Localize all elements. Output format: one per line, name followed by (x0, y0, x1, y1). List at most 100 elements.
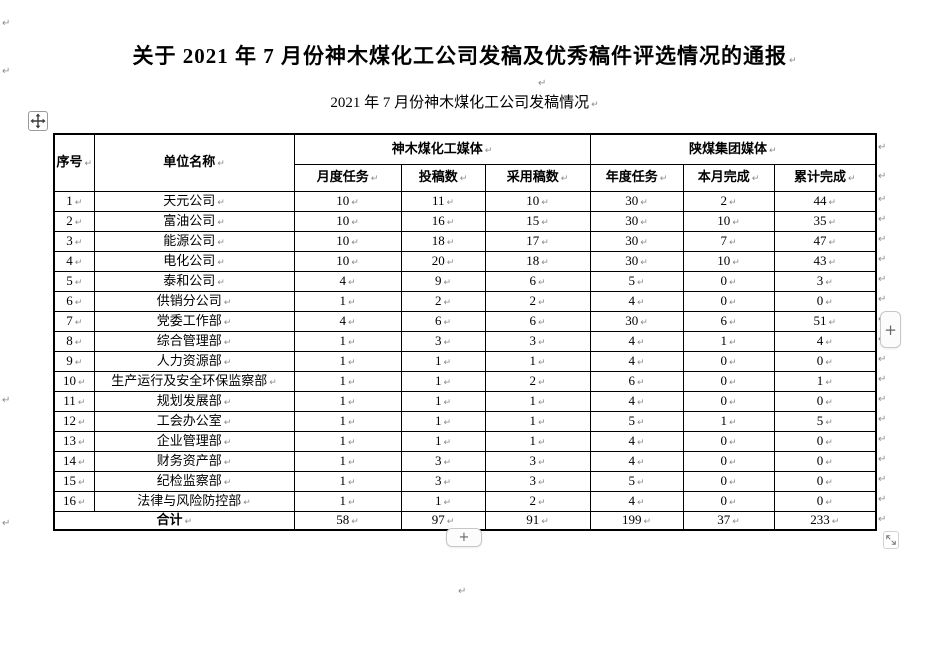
add-column-button[interactable]: + (880, 311, 901, 348)
value-cell[interactable]: 7 ↵ (682, 230, 775, 252)
value-cell[interactable]: 1 ↵ (293, 410, 402, 432)
value-cell[interactable]: 1 ↵ (484, 430, 591, 452)
value-cell[interactable]: 44 ↵ (773, 190, 877, 212)
unit-name-cell[interactable]: 规划发展部 ↵ (93, 390, 295, 412)
value-cell[interactable]: 4 ↵ (589, 490, 684, 512)
value-cell[interactable]: 6 ↵ (484, 310, 591, 332)
serial-cell[interactable]: 3 ↵ (53, 230, 95, 252)
value-cell[interactable]: 6 ↵ (589, 370, 684, 392)
serial-cell[interactable]: 11 ↵ (53, 390, 95, 412)
serial-cell[interactable]: 16 ↵ (53, 490, 95, 512)
serial-cell[interactable]: 2 ↵ (53, 210, 95, 232)
unit-name-cell[interactable]: 人力资源部 ↵ (93, 350, 295, 372)
value-cell[interactable]: 0 ↵ (682, 290, 775, 312)
serial-cell[interactable]: 7 ↵ (53, 310, 95, 332)
value-cell[interactable]: 3 ↵ (400, 330, 486, 352)
serial-cell[interactable]: 9 ↵ (53, 350, 95, 372)
serial-cell[interactable]: 4 ↵ (53, 250, 95, 272)
total-value-cell[interactable]: 199 ↵ (589, 510, 684, 531)
serial-cell[interactable]: 10 ↵ (53, 370, 95, 392)
table-move-handle-icon[interactable] (28, 111, 48, 131)
unit-name-cell[interactable]: 电化公司 ↵ (93, 250, 295, 272)
serial-cell[interactable]: 15 ↵ (53, 470, 95, 492)
unit-name-cell[interactable]: 纪检监察部 ↵ (93, 470, 295, 492)
value-cell[interactable]: 1 ↵ (682, 330, 775, 352)
header-monthly-task[interactable]: 月度任务 ↵ (293, 163, 402, 192)
value-cell[interactable]: 5 ↵ (589, 410, 684, 432)
value-cell[interactable]: 18 ↵ (400, 230, 486, 252)
value-cell[interactable]: 2 ↵ (400, 290, 486, 312)
unit-name-cell[interactable]: 综合管理部 ↵ (93, 330, 295, 352)
unit-name-cell[interactable]: 泰和公司 ↵ (93, 270, 295, 292)
value-cell[interactable]: 0 ↵ (682, 430, 775, 452)
value-cell[interactable]: 4 ↵ (773, 330, 877, 352)
value-cell[interactable]: 1 ↵ (773, 370, 877, 392)
value-cell[interactable]: 1 ↵ (293, 330, 402, 352)
value-cell[interactable]: 0 ↵ (773, 390, 877, 412)
unit-name-cell[interactable]: 党委工作部 ↵ (93, 310, 295, 332)
value-cell[interactable]: 1 ↵ (293, 350, 402, 372)
total-label-cell[interactable]: 合计 ↵ (53, 510, 295, 531)
value-cell[interactable]: 0 ↵ (682, 490, 775, 512)
value-cell[interactable]: 2 ↵ (484, 370, 591, 392)
value-cell[interactable]: 4 ↵ (589, 390, 684, 412)
value-cell[interactable]: 1 ↵ (484, 350, 591, 372)
value-cell[interactable]: 30 ↵ (589, 310, 684, 332)
value-cell[interactable]: 4 ↵ (589, 350, 684, 372)
value-cell[interactable]: 2 ↵ (484, 290, 591, 312)
value-cell[interactable]: 0 ↵ (682, 390, 775, 412)
value-cell[interactable]: 3 ↵ (484, 450, 591, 472)
value-cell[interactable]: 0 ↵ (682, 350, 775, 372)
serial-cell[interactable]: 14 ↵ (53, 450, 95, 472)
value-cell[interactable]: 4 ↵ (293, 310, 402, 332)
value-cell[interactable]: 3 ↵ (484, 470, 591, 492)
serial-cell[interactable]: 12 ↵ (53, 410, 95, 432)
unit-name-cell[interactable]: 工会办公室 ↵ (93, 410, 295, 432)
serial-cell[interactable]: 5 ↵ (53, 270, 95, 292)
value-cell[interactable]: 1 ↵ (293, 390, 402, 412)
value-cell[interactable]: 4 ↵ (293, 270, 402, 292)
value-cell[interactable]: 1 ↵ (400, 490, 486, 512)
value-cell[interactable]: 17 ↵ (484, 230, 591, 252)
value-cell[interactable]: 10 ↵ (682, 250, 775, 272)
value-cell[interactable]: 0 ↵ (682, 270, 775, 292)
value-cell[interactable]: 6 ↵ (400, 310, 486, 332)
value-cell[interactable]: 30 ↵ (589, 250, 684, 272)
value-cell[interactable]: 9 ↵ (400, 270, 486, 292)
header-unit-name[interactable]: 单位名称 ↵ (93, 133, 295, 192)
value-cell[interactable]: 15 ↵ (484, 210, 591, 232)
unit-name-cell[interactable]: 能源公司 ↵ (93, 230, 295, 252)
value-cell[interactable]: 10 ↵ (293, 230, 402, 252)
header-submissions[interactable]: 投稿数 ↵ (400, 163, 486, 192)
total-value-cell[interactable]: 91 ↵ (484, 510, 591, 531)
value-cell[interactable]: 51 ↵ (773, 310, 877, 332)
value-cell[interactable]: 47 ↵ (773, 230, 877, 252)
value-cell[interactable]: 0 ↵ (682, 370, 775, 392)
table-resize-handle-icon[interactable] (883, 531, 899, 549)
value-cell[interactable]: 35 ↵ (773, 210, 877, 232)
value-cell[interactable]: 1 ↵ (293, 450, 402, 472)
value-cell[interactable]: 1 ↵ (293, 490, 402, 512)
value-cell[interactable]: 1 ↵ (484, 390, 591, 412)
value-cell[interactable]: 10 ↵ (484, 190, 591, 212)
header-adopted[interactable]: 采用稿数 ↵ (484, 163, 591, 192)
header-group-shenmu-media[interactable]: 神木煤化工媒体 ↵ (293, 133, 591, 165)
total-value-cell[interactable]: 37 ↵ (682, 510, 775, 531)
value-cell[interactable]: 6 ↵ (682, 310, 775, 332)
value-cell[interactable]: 5 ↵ (773, 410, 877, 432)
value-cell[interactable]: 4 ↵ (589, 450, 684, 472)
value-cell[interactable]: 16 ↵ (400, 210, 486, 232)
value-cell[interactable]: 1 ↵ (400, 390, 486, 412)
unit-name-cell[interactable]: 天元公司 ↵ (93, 190, 295, 212)
total-value-cell[interactable]: 233 ↵ (773, 510, 877, 531)
header-serial[interactable]: 序号 ↵ (53, 133, 95, 192)
header-month-done[interactable]: 本月完成 ↵ (682, 163, 775, 192)
value-cell[interactable]: 4 ↵ (589, 430, 684, 452)
value-cell[interactable]: 30 ↵ (589, 230, 684, 252)
value-cell[interactable]: 1 ↵ (293, 430, 402, 452)
value-cell[interactable]: 4 ↵ (589, 330, 684, 352)
value-cell[interactable]: 1 ↵ (293, 470, 402, 492)
total-value-cell[interactable]: 97 ↵ (400, 510, 486, 531)
value-cell[interactable]: 6 ↵ (484, 270, 591, 292)
serial-cell[interactable]: 13 ↵ (53, 430, 95, 452)
